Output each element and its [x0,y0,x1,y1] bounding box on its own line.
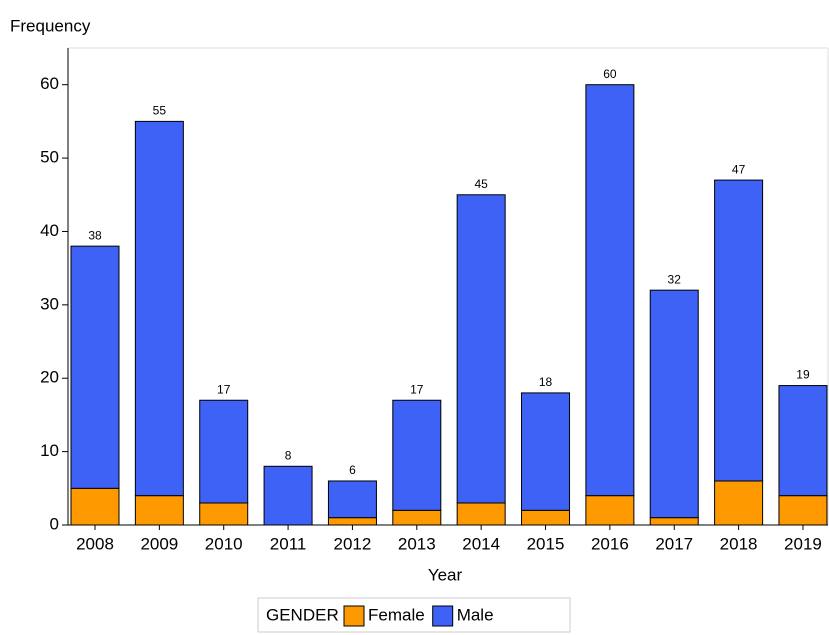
x-tick-label: 2009 [140,534,178,553]
x-tick-label: 2013 [398,534,436,553]
bar-segment [134,495,184,526]
y-tick-label: 30 [40,294,59,313]
bar-segment [585,495,635,526]
bar-segment [649,289,699,519]
bar-segment [392,509,442,526]
legend-box [257,597,571,633]
data-label: 55 [153,104,167,118]
bar-segment [134,120,184,497]
y-tick-label: 40 [40,221,59,240]
y-tick-label: 50 [40,148,59,167]
bar-segment [70,487,120,526]
bar-segment [778,495,828,526]
x-tick-label: 2010 [205,534,243,553]
x-tick-label: 2012 [334,534,372,553]
data-label: 6 [349,463,356,477]
data-label: 47 [732,162,746,176]
x-axis-label: Year [428,565,463,584]
data-label: 18 [539,375,553,389]
y-tick-label: 10 [40,441,59,460]
legend-swatch [343,605,365,627]
bar-segment [392,399,442,511]
bar-segment [456,194,506,504]
bar-segment [327,517,377,526]
data-label: 19 [796,368,810,382]
x-tick-label: 2008 [76,534,114,553]
legend-label: Male [457,605,494,624]
bar-segment [199,502,249,526]
legend-title: GENDER [266,605,339,624]
legend-swatch [432,605,454,627]
y-tick-label: 60 [40,74,59,93]
bar-segment [714,179,764,482]
bar-segment [70,245,120,489]
data-label: 38 [88,228,102,242]
x-tick-label: 2014 [462,534,500,553]
bar-segment [649,517,699,526]
data-label: 8 [285,448,292,462]
data-label: 17 [217,382,231,396]
data-label: 45 [474,177,488,191]
bar-segment [585,84,635,497]
data-label: 60 [603,67,617,81]
bar-segment [714,480,764,526]
bar-segment [327,480,377,519]
bar-segment [263,465,313,526]
bar-segment [456,502,506,526]
data-label: 32 [668,272,682,286]
x-tick-label: 2019 [784,534,822,553]
bar-segment [521,392,571,511]
data-label: 17 [410,382,424,396]
bar-segment [199,399,249,504]
bar-segment [778,385,828,497]
x-tick-label: 2011 [270,534,307,553]
y-axis-label: Frequency [10,16,91,35]
x-tick-label: 2015 [527,534,565,553]
y-tick-label: 20 [40,368,59,387]
bar-segment [521,509,571,526]
x-tick-label: 2016 [591,534,629,553]
legend-label: Female [368,605,425,624]
x-tick-label: 2017 [655,534,693,553]
x-tick-label: 2018 [720,534,758,553]
y-tick-label: 0 [50,514,59,533]
